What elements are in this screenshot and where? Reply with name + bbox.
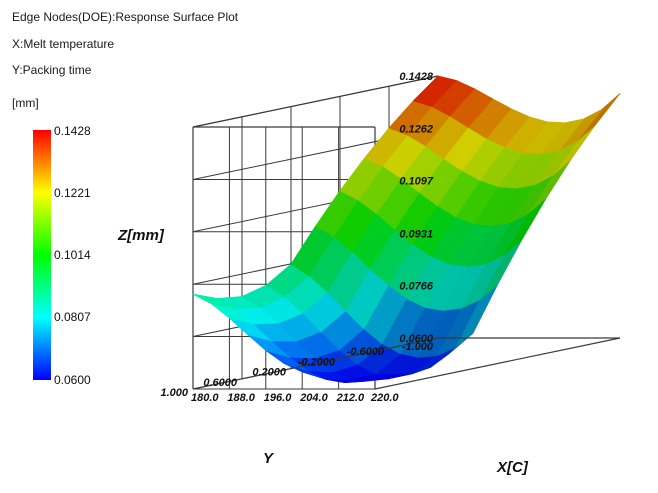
z-tick-label: 0.0931 [399, 228, 433, 240]
surface-patch [576, 93, 621, 142]
box-edge [374, 337, 621, 390]
x-tick-label: 204.0 [299, 392, 328, 404]
colorbar-label-min: 0.0600 [54, 373, 91, 387]
colorbar-label-2: 0.1221 [54, 186, 91, 200]
z-tick-label: 0.0600 [399, 333, 434, 345]
colorbar-label-3: 0.1014 [54, 248, 91, 262]
y-tick-label: 0.2000 [252, 367, 287, 379]
y-tick-label: 1.000 [160, 387, 188, 399]
colorbar-label-max: 0.1428 [54, 124, 91, 138]
y-tick-label: -0.6000 [347, 346, 385, 358]
y-tick-label: -1.000 [402, 341, 434, 353]
z-tick-label: 0.1262 [399, 124, 433, 136]
x-tick-label: 220.0 [370, 392, 399, 404]
z-tick-label: 0.1097 [399, 176, 434, 188]
surface-patch [413, 75, 457, 107]
x-tick-label: 180.0 [191, 392, 219, 404]
y-tick-label: -0.2000 [298, 356, 336, 368]
plot-title: Edge Nodes(DOE):Response Surface Plot [12, 10, 239, 24]
x-axis-label: X[C] [496, 459, 529, 476]
z-tick-label: 0.0766 [399, 280, 434, 292]
y-variable-label: Y:Packing time [12, 63, 92, 77]
y-tick-label: 0.6000 [203, 377, 238, 389]
x-tick-label: 196.0 [264, 392, 292, 404]
x-tick-label: 212.0 [336, 392, 365, 404]
z-tick-label: 0.1428 [399, 71, 434, 83]
z-axis-label: Z[mm] [117, 227, 165, 244]
x-tick-label: 188.0 [227, 392, 255, 404]
box-edge [192, 75, 439, 128]
x-variable-label: X:Melt temperature [12, 37, 115, 51]
colorbar-label-4: 0.0807 [54, 310, 91, 324]
colorbar-unit: [mm] [12, 96, 39, 110]
box-edge [192, 337, 439, 390]
y-axis-label: Y [263, 450, 275, 467]
colorbar [33, 130, 51, 380]
